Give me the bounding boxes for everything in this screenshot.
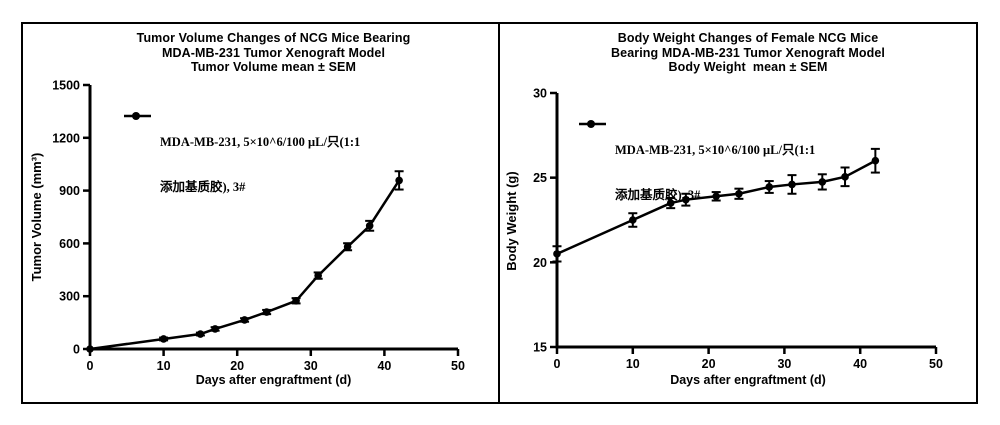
tumor-volume-panel: Tumor Volume Changes of NCG Mice Bearing…: [21, 22, 500, 404]
x-tick-label: 20: [230, 359, 244, 373]
x-tick-label: 10: [157, 359, 171, 373]
tumor-volume-legend: MDA-MB-231, 5×10^6/100 μL/只(1:1 添加基质胶), …: [123, 105, 360, 225]
y-tick-label: 0: [73, 343, 80, 357]
data-point: [292, 296, 300, 305]
y-tick-label: 1500: [52, 79, 80, 93]
legend-text: MDA-MB-231, 5×10^6/100 μL/只(1:1 添加基质胶), …: [160, 105, 360, 225]
y-tick-label: 25: [533, 171, 547, 185]
data-point: [765, 183, 774, 191]
x-tick-label: 40: [377, 359, 391, 373]
x-tick-label: 30: [304, 359, 318, 373]
data-point: [841, 173, 849, 181]
x-tick-label: 20: [702, 357, 716, 371]
body-weight-x-axis-label: Days after engraftment (d): [670, 373, 826, 387]
title-line-1: Tumor Volume Changes of NCG Mice Bearing: [136, 31, 411, 45]
body-weight-chart: 15 20 25 30 0 10 20 30 40 50: [533, 87, 943, 372]
x-tick-label: 40: [853, 357, 867, 371]
data-point: [818, 178, 827, 186]
data-point: [395, 176, 403, 185]
x-tick-label: 50: [929, 357, 943, 371]
legend-line-marker-icon: [579, 120, 606, 128]
body-weight-title: Body Weight Changes of Female NCG Mice B…: [520, 31, 976, 75]
title-line-3: Tumor Volume mean ± SEM: [191, 60, 356, 74]
body-weight-panel: Body Weight Changes of Female NCG Mice B…: [498, 22, 978, 404]
tumor-volume-title: Tumor Volume Changes of NCG Mice Bearing…: [51, 31, 496, 75]
title-line-1: Body Weight Changes of Female NCG Mice: [617, 31, 879, 45]
x-tick-label: 50: [451, 359, 465, 373]
data-point: [262, 308, 271, 316]
legend-line-marker-icon: [124, 112, 151, 120]
data-point: [314, 271, 322, 280]
y-tick-label: 900: [59, 184, 80, 198]
data-point: [365, 222, 374, 230]
y-tick-label: 1200: [52, 131, 80, 145]
data-point: [788, 180, 796, 189]
tumor-volume-chart: 0 300 600 900 1200 1500 0 10 20 30 40 50: [52, 79, 465, 374]
data-point: [343, 242, 352, 251]
legend-line-2: 添加基质胶), 3#: [615, 188, 701, 202]
data-point: [735, 189, 743, 198]
data-point: [666, 199, 675, 207]
x-tick-label: 30: [777, 357, 791, 371]
y-tick-label: 600: [59, 237, 80, 251]
data-point: [211, 325, 219, 333]
title-line-3: Body Weight mean ± SEM: [668, 60, 828, 74]
x-tick-label: 10: [626, 357, 640, 371]
data-point: [553, 250, 561, 258]
title-line-2: Bearing MDA-MB-231 Tumor Xenograft Model: [611, 45, 885, 60]
y-tick-label: 20: [533, 256, 547, 270]
data-point: [86, 345, 94, 353]
y-tick-label: 15: [533, 341, 547, 355]
y-tick-label: 30: [533, 87, 547, 101]
data-point: [712, 192, 720, 201]
x-tick-label: 0: [87, 359, 94, 373]
data-point: [240, 316, 249, 324]
legend-line-2: 添加基质胶), 3#: [160, 180, 246, 194]
data-point: [196, 330, 205, 338]
data-point: [871, 156, 880, 165]
legend-text: MDA-MB-231, 5×10^6/100 μL/只(1:1 添加基质胶), …: [615, 113, 815, 233]
title-line-2: MDA-MB-231 Tumor Xenograft Model: [161, 45, 386, 60]
x-tick-label: 0: [554, 357, 561, 371]
legend-line-1: MDA-MB-231, 5×10^6/100 μL/只(1:1: [615, 143, 816, 157]
y-tick-label: 300: [59, 290, 80, 304]
body-weight-legend: MDA-MB-231, 5×10^6/100 μL/只(1:1 添加基质胶), …: [578, 113, 815, 233]
data-point: [682, 195, 690, 204]
legend-line-1: MDA-MB-231, 5×10^6/100 μL/只(1:1: [160, 135, 361, 149]
tumor-volume-x-axis-label: Days after engraftment (d): [195, 373, 352, 387]
data-point: [629, 216, 637, 224]
data-point: [159, 335, 168, 343]
